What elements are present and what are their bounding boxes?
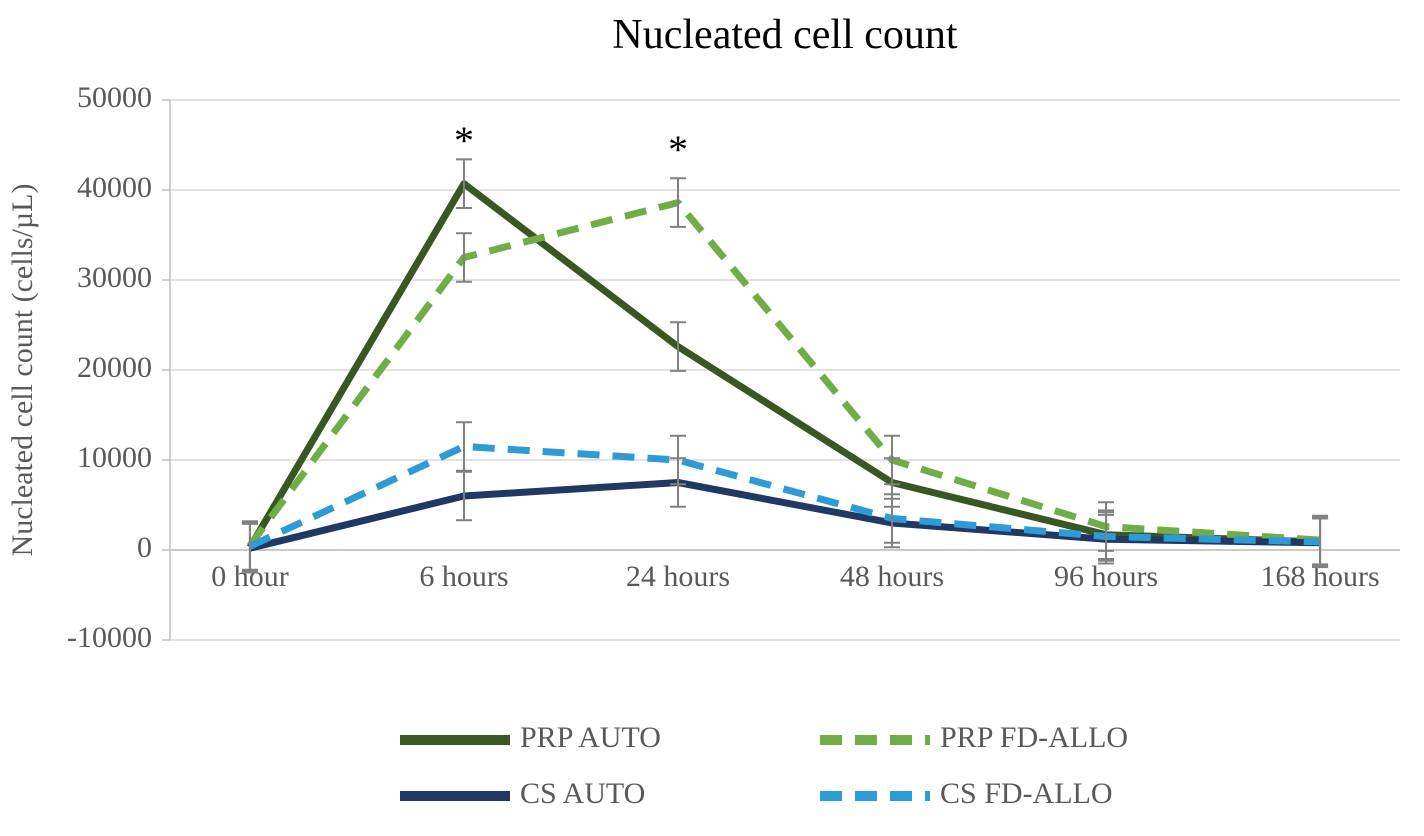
significance-marker: * <box>668 127 688 172</box>
y-tick-label: 40000 <box>77 171 152 204</box>
x-tick-label: 24 hours <box>626 560 730 593</box>
legend-label: PRP AUTO <box>520 721 661 754</box>
y-tick-label: -10000 <box>67 621 152 654</box>
x-tick-label: 48 hours <box>840 560 944 593</box>
y-tick-label: 0 <box>137 531 152 564</box>
y-tick-label: 50000 <box>77 81 152 114</box>
x-tick-label: 96 hours <box>1054 560 1158 593</box>
legend-label: CS AUTO <box>520 777 645 810</box>
line-chart: -10000010000200003000040000500000 hour6 … <box>0 0 1424 836</box>
y-tick-label: 30000 <box>77 261 152 294</box>
legend-label: PRP FD-ALLO <box>940 721 1128 754</box>
x-tick-label: 6 hours <box>419 560 508 593</box>
chart-container: -10000010000200003000040000500000 hour6 … <box>0 0 1424 836</box>
significance-marker: * <box>454 118 474 163</box>
chart-title: Nucleated cell count <box>612 12 957 58</box>
y-tick-label: 10000 <box>77 441 152 474</box>
y-tick-label: 20000 <box>77 351 152 384</box>
legend-label: CS FD-ALLO <box>940 777 1113 810</box>
y-axis-label: Nucleated cell count (cells/µL) <box>6 184 39 557</box>
